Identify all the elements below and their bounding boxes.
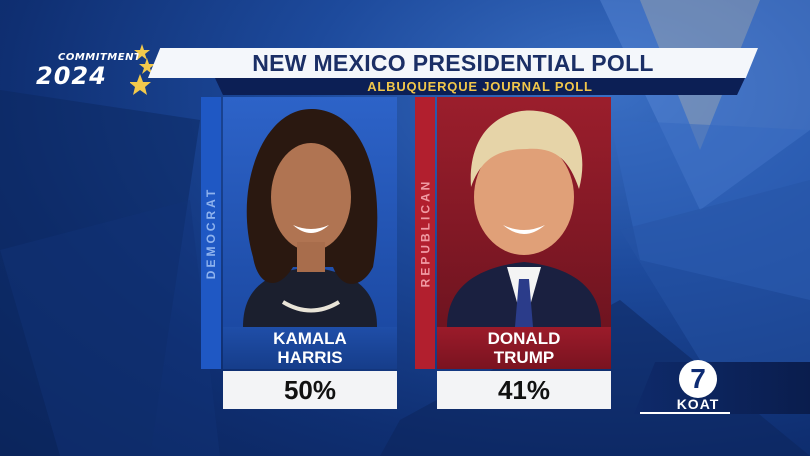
candidate-photo-harris bbox=[223, 97, 397, 327]
candidate-last-name: TRUMP bbox=[493, 348, 555, 367]
logo-commitment-text: COMMITMENT bbox=[58, 52, 142, 63]
party-stripe-democrat: DEMOCRAT bbox=[201, 97, 221, 369]
candidate-name-harris: KAMALA HARRIS bbox=[223, 327, 397, 369]
candidate-card-harris: DEMOCRAT KAMALA HARRIS 50% bbox=[201, 97, 397, 411]
station-logo-bar bbox=[634, 362, 810, 414]
channel-7-icon bbox=[679, 360, 717, 398]
logo-year-text: 2024 bbox=[36, 62, 107, 90]
party-label-republican: REPUBLICAN bbox=[418, 178, 433, 288]
party-label-democrat: DEMOCRAT bbox=[204, 186, 218, 280]
subtitle-banner bbox=[215, 78, 745, 95]
poll-subtitle: ALBUQUERQUE JOURNAL POLL bbox=[367, 79, 593, 94]
candidate-first-name: DONALD bbox=[487, 329, 561, 348]
candidate-name-trump: DONALD TRUMP bbox=[437, 327, 611, 369]
station-underline bbox=[640, 412, 730, 414]
candidate-percent-trump: 41% bbox=[437, 371, 611, 409]
candidate-first-name: KAMALA bbox=[273, 329, 347, 348]
candidate-last-name: HARRIS bbox=[277, 348, 343, 367]
candidate-card-trump: REPUBLICAN DONALD TRUMP 41% bbox=[415, 97, 611, 411]
candidate-percent-harris: 50% bbox=[223, 371, 397, 409]
station-call-sign: KOAT bbox=[676, 396, 720, 412]
channel-number: 7 bbox=[690, 363, 706, 394]
party-stripe-republican: REPUBLICAN bbox=[415, 97, 435, 369]
title-banner bbox=[148, 48, 758, 78]
stars-icon bbox=[130, 44, 155, 95]
commitment-2024-logo: COMMITMENT 2024 bbox=[30, 44, 160, 108]
candidate-photo-trump bbox=[437, 97, 611, 327]
poll-title: NEW MEXICO PRESIDENTIAL POLL bbox=[252, 50, 654, 76]
